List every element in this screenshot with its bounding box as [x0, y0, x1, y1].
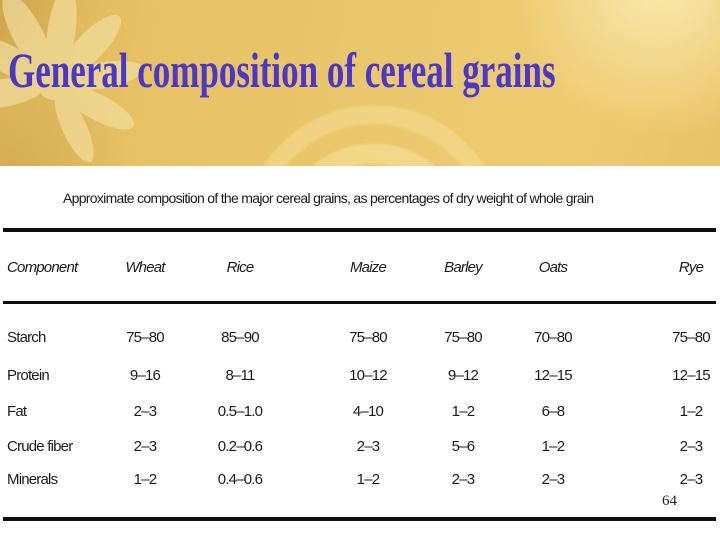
- table-bottom-border: [3, 517, 716, 521]
- cell-rice: 0.2–0.6: [217, 438, 263, 455]
- column-header-oats: Oats: [538, 259, 568, 276]
- table-row-minerals: Minerals 1–2 0.4–0.6 1–2 2–3 2–3 2–3: [3, 471, 716, 489]
- cell-barley: 5–6: [451, 438, 475, 455]
- cell-maize: 4–10: [352, 403, 384, 420]
- cell-oats: 1–2: [541, 438, 565, 455]
- row-label: Crude fiber: [7, 438, 73, 455]
- cell-wheat: 2–3: [133, 403, 157, 420]
- column-header-component: Component: [7, 259, 78, 276]
- row-label: Fat: [7, 403, 27, 420]
- cell-maize: 2–3: [356, 438, 380, 455]
- table-row-starch: Starch 75–80 85–90 75–80 75–80 70–80 75–…: [3, 329, 716, 347]
- cell-maize: 1–2: [356, 471, 380, 488]
- cell-rice: 0.5–1.0: [217, 403, 263, 420]
- cell-rye: 2–3: [679, 438, 703, 455]
- table-row-crude-fiber: Crude fiber 2–3 0.2–0.6 2–3 5–6 1–2 2–3: [3, 438, 716, 456]
- cell-oats: 2–3: [541, 471, 565, 488]
- cell-rye: 1–2: [679, 403, 703, 420]
- cell-maize: 10–12: [349, 367, 388, 384]
- flower-icon: [0, 0, 143, 163]
- column-header-rice: Rice: [226, 259, 255, 276]
- table-caption: Approximate composition of the major cer…: [63, 190, 594, 206]
- cell-wheat: 1–2: [133, 471, 157, 488]
- table-header-row: Component Wheat Rice Maize Barley Oats R…: [3, 259, 716, 277]
- cell-oats: 70–80: [534, 329, 573, 346]
- table-row-fat: Fat 2–3 0.5–1.0 4–10 1–2 6–8 1–2: [3, 403, 716, 421]
- cell-barley: 1–2: [451, 403, 475, 420]
- cell-barley: 2–3: [451, 471, 475, 488]
- column-header-maize: Maize: [349, 259, 387, 276]
- cell-wheat: 2–3: [133, 438, 157, 455]
- column-header-wheat: Wheat: [125, 259, 165, 276]
- cell-oats: 12–15: [534, 367, 573, 384]
- page-number: 64: [662, 493, 677, 509]
- cell-rice: 0.4–0.6: [217, 471, 263, 488]
- cell-oats: 6–8: [541, 403, 565, 420]
- cell-rye: 75–80: [672, 329, 711, 346]
- slide-header-band: [0, 0, 720, 166]
- column-header-rye: Rye: [678, 259, 704, 276]
- column-header-barley: Barley: [444, 259, 483, 276]
- cell-wheat: 75–80: [126, 329, 165, 346]
- cell-maize: 75–80: [349, 329, 388, 346]
- row-label: Protein: [7, 367, 50, 384]
- cell-rice: 8–11: [225, 367, 255, 384]
- cell-barley: 75–80: [444, 329, 483, 346]
- cell-rye: 12–15: [672, 367, 711, 384]
- table-top-border: [3, 228, 716, 232]
- row-label: Minerals: [7, 471, 58, 488]
- cell-rice: 85–90: [221, 329, 260, 346]
- table-header-border: [3, 301, 716, 304]
- cell-rye: 2–3: [679, 471, 703, 488]
- cell-barley: 9–12: [447, 367, 479, 384]
- row-label: Starch: [7, 329, 46, 346]
- table-row-protein: Protein 9–16 8–11 10–12 9–12 12–15 12–15: [3, 367, 716, 385]
- cell-wheat: 9–16: [129, 367, 161, 384]
- page-title: General composition of cereal grains: [8, 42, 556, 98]
